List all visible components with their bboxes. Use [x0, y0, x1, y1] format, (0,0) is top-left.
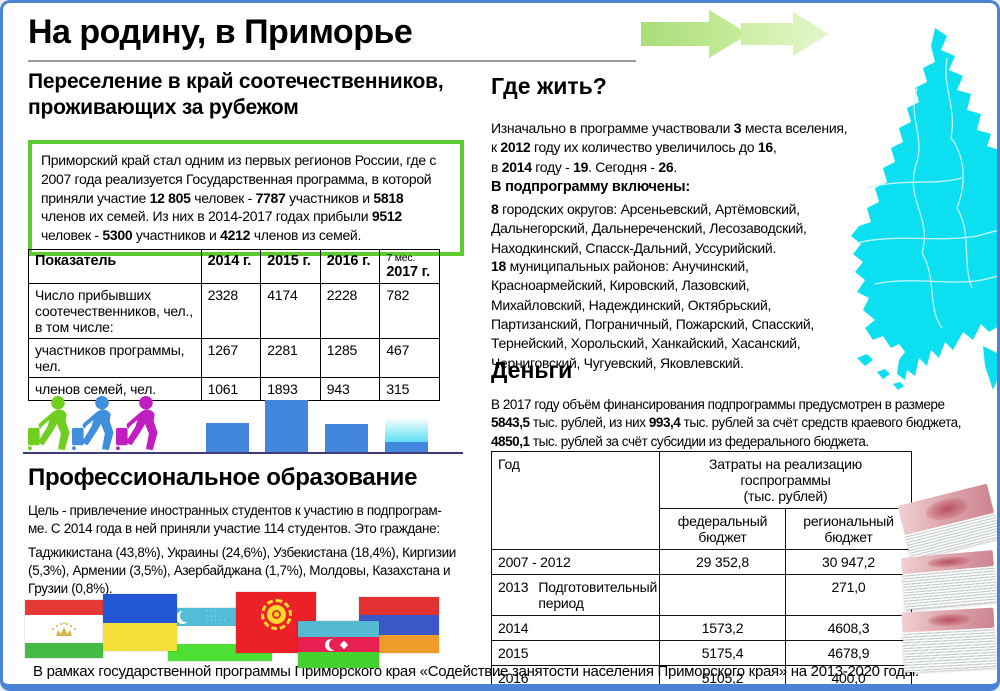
- cell: 4174: [260, 282, 321, 339]
- cell-year: 2014: [491, 615, 660, 641]
- cell: 2228: [319, 282, 381, 339]
- cell-federal: [659, 574, 786, 616]
- table-row: Число прибывших соотечественников, чел.,…: [28, 282, 440, 339]
- cell-year: 2007 - 2012: [491, 549, 660, 575]
- col-2016: 2016 г.: [319, 249, 381, 284]
- col-2017-note: 7 мес.: [386, 252, 416, 264]
- footer-program-note: В рамках государственной программы Примо…: [33, 663, 919, 680]
- kyrgyz-sun-icon: [261, 599, 292, 630]
- col-indicator: Показатель: [28, 249, 202, 284]
- cell-year: 2013 Подготовительный период: [491, 574, 660, 616]
- country-flags: ··· ···· ·····: [25, 588, 470, 668]
- money-section-heading: Деньги: [491, 357, 573, 383]
- table-row: членов семей, чел. 1061 1893 943 315: [28, 376, 440, 401]
- education-goal-text: Цель - привлечение иностранных студентов…: [28, 503, 442, 536]
- arrivals-table: Показатель 2014 г. 2015 г. 2016 г. 7 мес…: [28, 249, 440, 401]
- col-federal: федеральный бюджет: [659, 508, 786, 550]
- table-header-row: Показатель 2014 г. 2015 г. 2016 г. 7 мес…: [28, 249, 440, 284]
- col-costs-group: Затраты на реализацию госпрограммы (тыс.…: [659, 451, 912, 509]
- cell: 943: [319, 376, 381, 401]
- subprogram-included-label: В подпрограмму включены:: [491, 179, 690, 195]
- cell-regional: 4608,3: [785, 615, 912, 641]
- col-2015: 2015 г.: [260, 249, 321, 284]
- education-section-heading: Профессиональное образование: [28, 464, 418, 491]
- cell: 782: [379, 282, 440, 339]
- cell: 315: [379, 376, 440, 401]
- budget-table: Год Затраты на реализацию госпрограммы (…: [491, 451, 912, 684]
- cell-regional: 400,0: [785, 665, 912, 684]
- table-row: 2016 5105,2 400,0: [491, 665, 912, 684]
- cell-federal: 5105,2: [659, 665, 786, 684]
- cell-year: 2015: [491, 640, 660, 666]
- cell: 2328: [200, 282, 262, 339]
- primorsky-krai-map: [851, 28, 997, 390]
- table-row: 2014 1573,2 4608,3: [491, 615, 912, 641]
- where-to-live-heading: Где жить?: [491, 73, 607, 99]
- bar-2016: [325, 424, 368, 452]
- cell-federal: 1573,2: [659, 615, 786, 641]
- table-row: 2015 5175,4 4678,9: [491, 640, 912, 666]
- intro-highlight-box: Приморский край стал одним из первых рег…: [28, 140, 464, 256]
- ruble-banknote-stacks-photo: [897, 483, 997, 673]
- page-title: На родину, в Приморье: [28, 13, 413, 51]
- cell-regional: 271,0: [785, 574, 912, 616]
- municipal-rayons-text: 18 муниципальных районов: Анучинский, Кр…: [491, 258, 815, 371]
- walking-person-icon: [28, 395, 70, 451]
- row-label: участников программы, чел.: [28, 337, 202, 378]
- forward-arrows-icon: [641, 10, 829, 58]
- table-row: 2007 - 2012 29 352,8 30 947,2: [491, 549, 912, 575]
- bar-2015: [265, 400, 308, 452]
- flag-tajikistan-icon: [25, 600, 103, 658]
- resettlement-section-heading: Переселение в край соотечественников, пр…: [28, 70, 444, 119]
- urban-okrugs-text: 8 городских округов: Арсеньевский, Артём…: [491, 201, 807, 256]
- col-regional: региональный бюджет: [785, 508, 912, 550]
- row-label: Число прибывших соотечественников, чел.,…: [28, 282, 202, 339]
- cell-year: 2016: [491, 665, 660, 684]
- chart-baseline: [23, 452, 463, 454]
- title-divider: [28, 60, 636, 62]
- flag-azerbaijan-icon: [298, 621, 379, 668]
- cell: 467: [379, 337, 440, 378]
- table-row: участников программы, чел. 1267 2281 128…: [28, 337, 440, 378]
- walking-person-icon: [116, 395, 158, 451]
- arrivals-bar-chart: [23, 392, 463, 454]
- where-to-live-text: Изначально в программе участвовали 3 мес…: [491, 120, 848, 175]
- table-subheader-row: федеральный бюджет региональный бюджет: [492, 508, 912, 550]
- cell: 2281: [260, 337, 321, 378]
- cell-regional: 4678,9: [785, 640, 912, 666]
- money-financing-text: В 2017 году объём финансирования подпрог…: [491, 397, 962, 449]
- walking-person-icon: [72, 395, 114, 451]
- bar-2017-gradient-cap: [385, 416, 428, 442]
- bar-2017: [385, 442, 428, 452]
- col-2014: 2014 г.: [200, 249, 262, 284]
- cell-federal: 5175,4: [659, 640, 786, 666]
- flag-ukraine-icon: [103, 594, 177, 651]
- cell: 1285: [319, 337, 381, 378]
- table-row: 2013 Подготовительный период 271,0: [491, 574, 912, 616]
- col-year: Год: [491, 451, 660, 550]
- cell: 1267: [200, 337, 262, 378]
- table-header-row: Год Затраты на реализацию госпрограммы (…: [491, 451, 912, 550]
- education-countries-text: Таджикистана (43,8%), Украины (24,6%), У…: [28, 545, 456, 596]
- cell-federal: 29 352,8: [659, 549, 786, 575]
- bar-2014: [206, 423, 249, 452]
- col-2017: 7 мес. 2017 г.: [379, 249, 440, 284]
- flag-armenia-icon: [359, 597, 439, 653]
- cell: 1061: [200, 376, 262, 401]
- cell-regional: 30 947,2: [785, 549, 912, 575]
